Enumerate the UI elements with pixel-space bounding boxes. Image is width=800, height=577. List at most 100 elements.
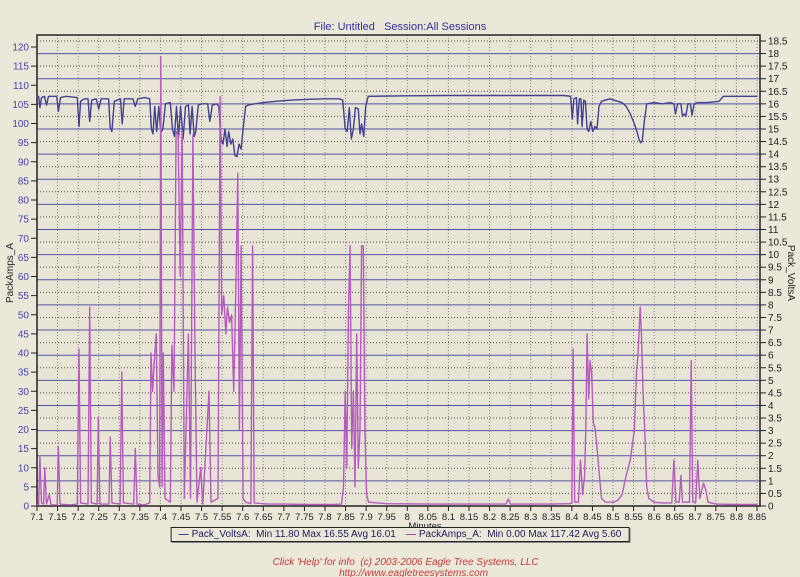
- svg-text:12.5: 12.5: [768, 187, 788, 198]
- svg-text:95: 95: [18, 138, 30, 149]
- svg-text:16.5: 16.5: [768, 87, 788, 98]
- svg-text:110: 110: [13, 81, 29, 92]
- right-axis-title: Pack_VoltsA: [785, 245, 796, 301]
- svg-text:30: 30: [18, 387, 30, 398]
- svg-text:75: 75: [18, 215, 30, 226]
- svg-text:18.5: 18.5: [768, 37, 788, 48]
- chart-legend: — Pack_VoltsA: Min 11.80 Max 16.55 Avg 1…: [170, 527, 630, 542]
- svg-text:7.25: 7.25: [89, 512, 108, 523]
- svg-text:5: 5: [768, 376, 774, 387]
- svg-text:13: 13: [768, 175, 780, 186]
- svg-text:7.75: 7.75: [295, 512, 314, 523]
- svg-text:85: 85: [18, 176, 30, 187]
- svg-text:7.2: 7.2: [72, 512, 85, 523]
- svg-text:8.1: 8.1: [442, 512, 455, 523]
- svg-text:7.1: 7.1: [30, 512, 43, 523]
- svg-text:9.5: 9.5: [768, 263, 782, 274]
- footer-info: Click 'Help' for info (c) 2003-2006 Eagl…: [272, 557, 539, 568]
- svg-text:8.75: 8.75: [707, 512, 726, 523]
- svg-text:8.4: 8.4: [565, 512, 578, 523]
- footer: Click 'Help' for info (c) 2003-2006 Eagl…: [0, 546, 800, 577]
- svg-text:2: 2: [768, 451, 774, 462]
- svg-text:40: 40: [18, 349, 30, 360]
- svg-text:7: 7: [768, 326, 774, 337]
- svg-text:7.15: 7.15: [48, 512, 67, 523]
- left-axis-title: PackAmps_A: [5, 243, 16, 303]
- svg-text:3: 3: [768, 426, 774, 437]
- svg-text:80: 80: [18, 196, 30, 207]
- svg-text:10.5: 10.5: [768, 238, 788, 249]
- legend-label-ampsa: PackAmps_A: Min 0.00 Max 117.42 Avg 5.60: [418, 529, 622, 540]
- svg-text:17.5: 17.5: [768, 62, 788, 73]
- svg-text:8.6: 8.6: [648, 512, 661, 523]
- svg-text:5: 5: [23, 482, 29, 493]
- svg-text:8.2: 8.2: [483, 512, 496, 523]
- svg-text:7.4: 7.4: [154, 512, 167, 523]
- svg-text:45: 45: [18, 329, 30, 340]
- svg-text:7.45: 7.45: [172, 512, 191, 523]
- series-packamps_a: [36, 56, 758, 506]
- svg-text:15: 15: [768, 124, 780, 135]
- svg-text:7.5: 7.5: [195, 512, 208, 523]
- svg-text:5.5: 5.5: [768, 363, 782, 374]
- svg-text:120: 120: [12, 43, 29, 54]
- svg-text:14.5: 14.5: [768, 137, 788, 148]
- svg-text:17: 17: [768, 74, 780, 85]
- svg-text:1.5: 1.5: [768, 464, 782, 475]
- svg-text:100: 100: [12, 119, 29, 130]
- svg-text:2.5: 2.5: [768, 439, 782, 450]
- svg-text:55: 55: [18, 291, 30, 302]
- svg-text:8.15: 8.15: [460, 512, 479, 523]
- svg-text:8.35: 8.35: [542, 512, 561, 523]
- svg-text:0: 0: [768, 502, 774, 513]
- svg-text:16: 16: [768, 99, 780, 110]
- svg-text:18: 18: [768, 49, 780, 60]
- svg-text:6: 6: [768, 351, 774, 362]
- svg-text:14: 14: [768, 150, 780, 161]
- svg-text:13.5: 13.5: [768, 162, 788, 173]
- svg-text:65: 65: [18, 253, 30, 264]
- svg-text:20: 20: [18, 425, 30, 436]
- svg-text:10: 10: [768, 250, 780, 261]
- svg-text:8.05: 8.05: [419, 512, 438, 523]
- svg-text:8.5: 8.5: [606, 512, 619, 523]
- series-pack_voltsa: [36, 94, 758, 158]
- svg-text:8.85: 8.85: [748, 512, 767, 523]
- svg-text:7.85: 7.85: [336, 512, 355, 523]
- svg-text:1: 1: [768, 476, 774, 487]
- svg-text:8.45: 8.45: [583, 512, 602, 523]
- svg-text:8.55: 8.55: [624, 512, 643, 523]
- svg-text:11: 11: [768, 225, 779, 236]
- legend-swatch-ampsa-icon: —: [405, 529, 416, 540]
- svg-text:50: 50: [18, 310, 30, 321]
- svg-text:4: 4: [768, 401, 774, 412]
- svg-text:7.3: 7.3: [113, 512, 126, 523]
- svg-text:10: 10: [18, 463, 30, 474]
- svg-text:8.8: 8.8: [730, 512, 743, 523]
- chart-title: File: Untitled Session:All Sessions: [313, 21, 487, 33]
- svg-text:7.55: 7.55: [213, 512, 232, 523]
- legend-swatch-voltsa-icon: —: [178, 529, 189, 540]
- svg-text:7.65: 7.65: [254, 512, 273, 523]
- svg-text:90: 90: [18, 157, 30, 168]
- svg-text:15.5: 15.5: [768, 112, 788, 123]
- svg-text:0.5: 0.5: [768, 489, 782, 500]
- svg-text:11.5: 11.5: [768, 212, 787, 223]
- svg-text:7.35: 7.35: [131, 512, 150, 523]
- svg-text:15: 15: [18, 444, 30, 455]
- svg-text:8: 8: [405, 512, 410, 523]
- svg-text:6.5: 6.5: [768, 338, 782, 349]
- x-axis-title: Minutes: [408, 521, 442, 532]
- svg-text:9: 9: [768, 275, 774, 286]
- svg-text:7.5: 7.5: [768, 313, 782, 324]
- svg-text:7.8: 7.8: [318, 512, 331, 523]
- svg-text:70: 70: [18, 234, 30, 245]
- svg-text:7.6: 7.6: [236, 512, 249, 523]
- svg-text:7.7: 7.7: [277, 512, 290, 523]
- footer-link[interactable]: http://www.eagletreesystems.com: [339, 568, 489, 577]
- svg-text:7.9: 7.9: [360, 512, 373, 523]
- svg-text:35: 35: [18, 368, 30, 379]
- svg-text:8.25: 8.25: [501, 512, 520, 523]
